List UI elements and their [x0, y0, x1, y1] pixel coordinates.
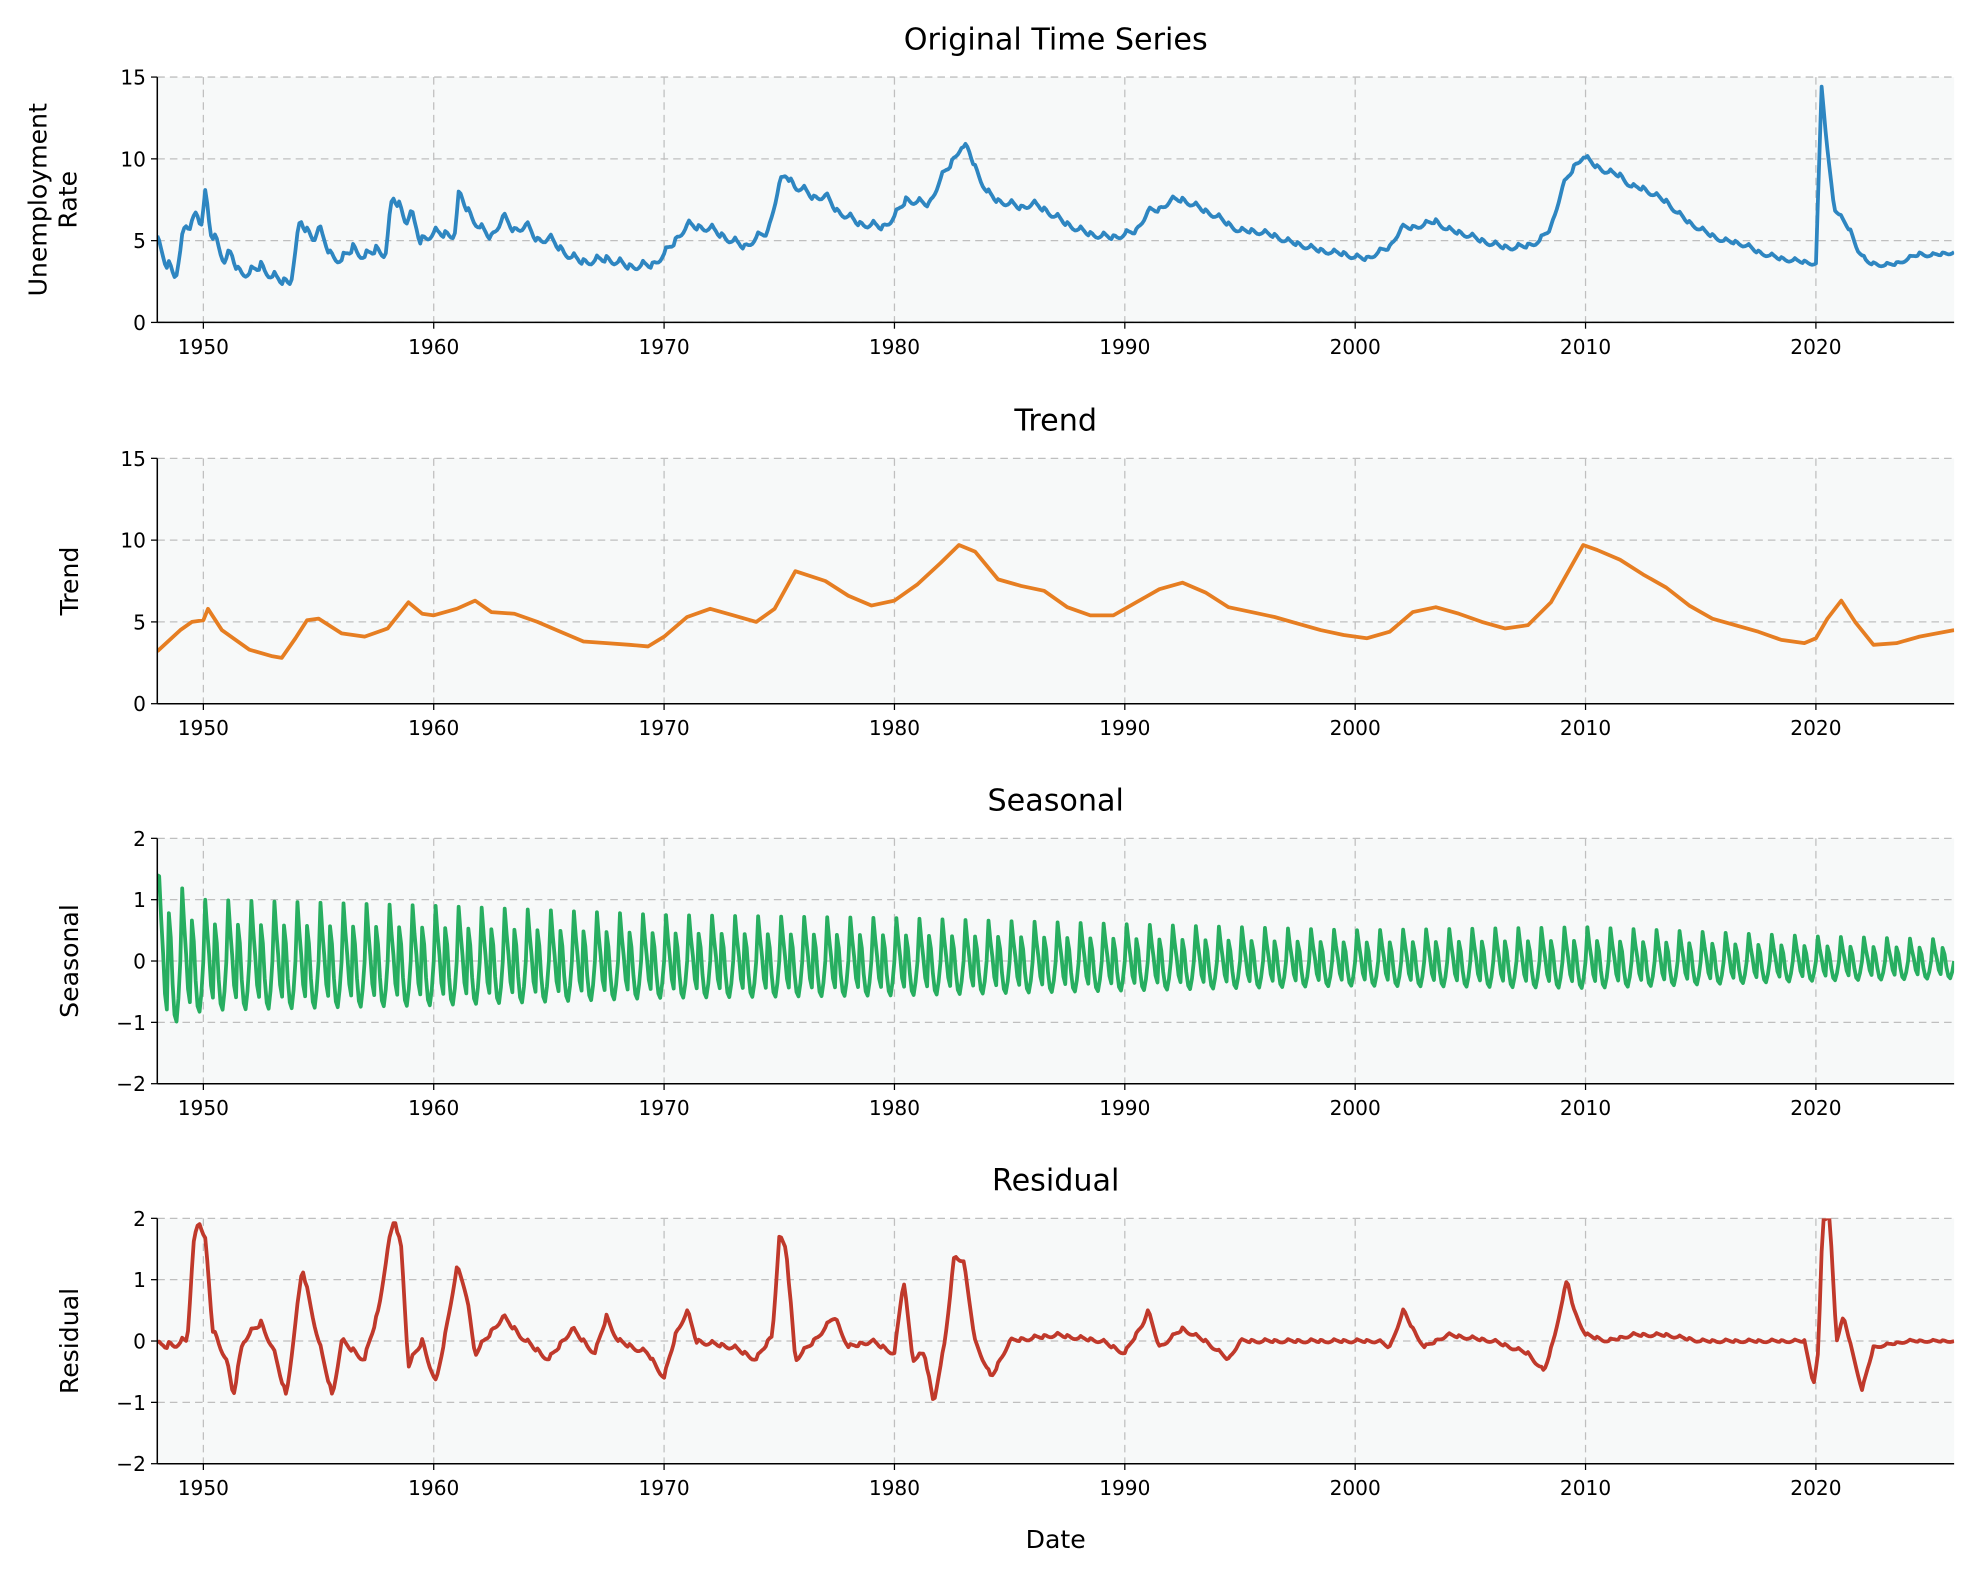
y-tick-label: −2 [116, 1072, 146, 1096]
x-tick-label: 1980 [869, 1096, 920, 1120]
y-axis-label-line: Trend [55, 547, 84, 617]
x-tick-label: 1960 [408, 1096, 459, 1120]
x-tick-label: 1980 [869, 335, 920, 359]
x-tick-label: 2010 [1560, 1476, 1611, 1500]
panel-title: Trend [1013, 404, 1097, 439]
panel-original-time-series: 0 5 10 15 1950 1960 1970 1980 1990 2000 2010 2020 Or… [24, 22, 1955, 359]
x-tick-label: 2010 [1560, 335, 1611, 359]
y-tick-label: 1 [133, 1268, 146, 1292]
x-tick-label: 1990 [1099, 1096, 1150, 1120]
x-tick-label: 2000 [1330, 335, 1381, 359]
panel-title: Residual [992, 1164, 1120, 1199]
y-tick-label: 5 [133, 229, 146, 253]
panel-trend: 0 5 10 15 1950 1960 1970 1980 1990 2000 2010 2020 Tr… [55, 404, 1955, 740]
y-tick-label: −1 [116, 1391, 146, 1415]
x-tick-label: 1950 [178, 716, 229, 740]
x-tick-label: 1970 [638, 1096, 689, 1120]
x-tick-label: 2010 [1560, 716, 1611, 740]
x-tick-label: 2000 [1330, 1096, 1381, 1120]
x-tick-label: 1950 [178, 335, 229, 359]
x-tick-label: 1980 [869, 716, 920, 740]
x-tick-label: 2020 [1790, 1476, 1841, 1500]
series-line [157, 1218, 1955, 1401]
y-axis-label: Residual [55, 1288, 84, 1394]
y-axis-label-line: Seasonal [55, 904, 84, 1018]
x-tick-label: 1970 [638, 335, 689, 359]
x-tick-label: 1960 [408, 716, 459, 740]
panel-title: Seasonal [987, 784, 1123, 819]
x-tick-label: 2010 [1560, 1096, 1611, 1120]
y-tick-label: 15 [120, 447, 146, 471]
y-tick-label: −2 [116, 1452, 146, 1476]
plot-area [157, 77, 1955, 323]
y-axis-label: Trend [55, 547, 84, 617]
y-tick-label: 2 [133, 1207, 146, 1231]
series-line [157, 84, 1955, 286]
x-tick-label: 1950 [178, 1096, 229, 1120]
x-tick-label: 2020 [1790, 716, 1841, 740]
plot-area [157, 458, 1955, 704]
x-tick-label: 2000 [1330, 1476, 1381, 1500]
y-tick-label: 0 [133, 1330, 146, 1354]
y-axis-label: Seasonal [55, 904, 84, 1018]
y-tick-label: 15 [120, 66, 146, 90]
y-tick-label: 10 [120, 147, 146, 171]
y-tick-label: 5 [133, 610, 146, 634]
panel-title: Original Time Series [904, 22, 1208, 57]
x-tick-label: 1990 [1099, 1476, 1150, 1500]
y-axis-label-line: Unemployment [24, 103, 53, 297]
x-axis-label: Date [1026, 1525, 1086, 1554]
series-line [157, 873, 1955, 1024]
y-tick-label: 1 [133, 888, 146, 912]
y-tick-label: 0 [133, 950, 146, 974]
y-tick-label: 0 [133, 692, 146, 716]
y-tick-label: 2 [133, 827, 146, 851]
x-tick-label: 2020 [1790, 1096, 1841, 1120]
x-tick-label: 1990 [1099, 716, 1150, 740]
x-tick-label: 1970 [638, 716, 689, 740]
x-tick-label: 1950 [178, 1476, 229, 1500]
y-tick-label: −1 [116, 1011, 146, 1035]
y-tick-label: 10 [120, 529, 146, 553]
x-tick-label: 2000 [1330, 716, 1381, 740]
y-axis-label-line: Residual [55, 1288, 84, 1394]
y-tick-label: 0 [133, 311, 146, 335]
x-tick-label: 1970 [638, 1476, 689, 1500]
x-tick-label: 1960 [408, 1476, 459, 1500]
x-tick-label: 1990 [1099, 335, 1150, 359]
y-axis-label-line: Rate [54, 171, 83, 229]
series-line [157, 543, 1955, 660]
x-tick-label: 1960 [408, 335, 459, 359]
x-tick-label: 1980 [869, 1476, 920, 1500]
y-axis-label: UnemploymentRate [24, 103, 83, 297]
panel-seasonal: −2 −1 0 1 2 1950 1960 1970 1980 1990 2000 2010 2020 S… [55, 784, 1955, 1120]
x-tick-label: 2020 [1790, 335, 1841, 359]
panel-residual: −2 −1 0 1 2 1950 1960 1970 1980 1990 2000 2010 2020 R… [55, 1164, 1955, 1500]
